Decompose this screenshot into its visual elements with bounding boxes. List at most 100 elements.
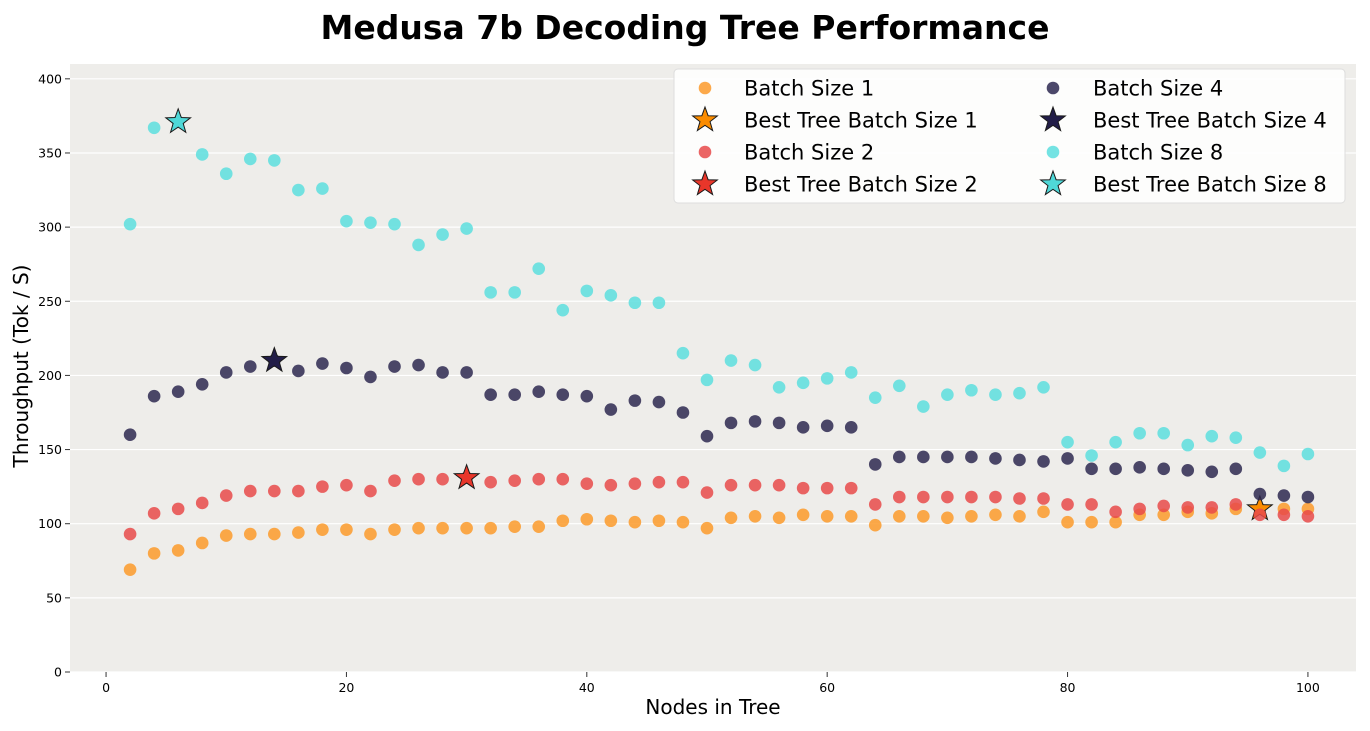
data-point — [1037, 380, 1050, 394]
best-tree-star — [260, 346, 289, 373]
data-point — [1061, 452, 1074, 465]
legend-circle-marker — [1046, 81, 1060, 95]
data-point — [460, 366, 473, 379]
legend-circle-marker — [698, 145, 712, 159]
data-point — [340, 214, 353, 228]
data-point — [171, 502, 185, 516]
data-point — [748, 509, 762, 523]
data-point — [580, 477, 594, 490]
legend-entry: Best Tree Batch Size 8 — [1039, 169, 1327, 197]
series-batch-size-4 — [123, 354, 1315, 504]
data-point — [917, 509, 930, 523]
data-point — [965, 490, 978, 504]
series-best-tree-batch-size-4 — [260, 346, 289, 373]
data-point — [1253, 446, 1267, 459]
data-point — [604, 478, 618, 492]
data-point — [412, 238, 425, 252]
data-point — [892, 450, 906, 464]
data-point — [1109, 435, 1122, 449]
data-point — [772, 478, 786, 492]
data-point — [628, 515, 642, 529]
data-point — [340, 361, 353, 375]
data-point — [748, 358, 762, 372]
y-tick-label: 0 — [54, 665, 62, 680]
data-point — [316, 523, 329, 536]
legend-entry: Best Tree Batch Size 2 — [691, 169, 978, 197]
data-point — [508, 286, 521, 299]
data-point — [268, 484, 281, 498]
data-point — [652, 395, 666, 409]
data-point — [917, 490, 930, 504]
data-point — [484, 286, 497, 299]
legend-star-marker — [1039, 105, 1067, 132]
legend-label: Best Tree Batch Size 8 — [1093, 173, 1327, 197]
grid-lines — [70, 78, 1356, 673]
data-point — [171, 544, 185, 557]
data-point — [436, 366, 449, 379]
data-point — [1013, 453, 1026, 467]
data-point — [844, 366, 858, 379]
data-point — [364, 527, 377, 541]
data-point — [1229, 498, 1243, 511]
legend-entry: Batch Size 2 — [698, 141, 874, 165]
data-point — [628, 296, 642, 310]
data-point — [844, 509, 858, 523]
data-point — [147, 121, 161, 135]
data-point — [195, 536, 209, 550]
legend-entry: Batch Size 4 — [1046, 77, 1223, 101]
data-point — [1133, 502, 1146, 516]
data-point — [820, 372, 834, 385]
data-point — [508, 520, 521, 533]
data-point — [219, 366, 233, 379]
data-point — [748, 478, 762, 492]
data-point — [965, 383, 978, 397]
legend-star-marker — [691, 105, 719, 132]
data-point — [484, 388, 497, 401]
data-point — [604, 403, 618, 416]
data-point — [796, 421, 810, 434]
data-point — [532, 262, 546, 275]
legend-label: Best Tree Batch Size 1 — [744, 109, 978, 133]
data-point — [556, 388, 570, 401]
data-point — [1157, 508, 1171, 522]
data-point — [1157, 499, 1171, 513]
y-axis-label: Throughput (Tok / S) — [9, 265, 33, 469]
data-point — [123, 527, 137, 541]
legend-label: Batch Size 8 — [1093, 141, 1223, 165]
legend-label: Best Tree Batch Size 2 — [744, 173, 978, 197]
legend-entry: Best Tree Batch Size 4 — [1039, 105, 1327, 133]
data-point — [1109, 515, 1122, 529]
y-tick-label: 250 — [38, 294, 62, 309]
legend-circle-marker — [1046, 145, 1060, 159]
data-point — [532, 385, 546, 399]
x-tick-label: 0 — [102, 680, 110, 695]
data-point — [724, 478, 738, 492]
data-point — [243, 152, 257, 166]
data-point — [676, 406, 690, 419]
data-point — [195, 148, 209, 161]
data-point — [965, 509, 978, 523]
data-point — [340, 478, 353, 492]
data-point — [508, 474, 521, 488]
data-point — [219, 167, 233, 181]
data-point — [868, 518, 882, 532]
data-point — [364, 216, 377, 229]
data-point — [1085, 449, 1098, 462]
data-point — [580, 512, 594, 526]
data-point — [1085, 515, 1098, 529]
data-point — [243, 360, 257, 373]
data-point — [1205, 501, 1219, 514]
data-point — [700, 429, 714, 443]
data-point — [796, 376, 810, 390]
data-point — [412, 521, 425, 535]
data-point — [652, 514, 666, 528]
data-point — [844, 421, 858, 434]
data-points — [123, 107, 1315, 576]
data-point — [1301, 447, 1315, 461]
data-point — [1277, 459, 1291, 473]
data-point — [171, 385, 185, 399]
data-point — [412, 358, 425, 372]
data-point — [460, 521, 473, 535]
data-point — [748, 415, 762, 428]
data-point — [292, 526, 305, 539]
